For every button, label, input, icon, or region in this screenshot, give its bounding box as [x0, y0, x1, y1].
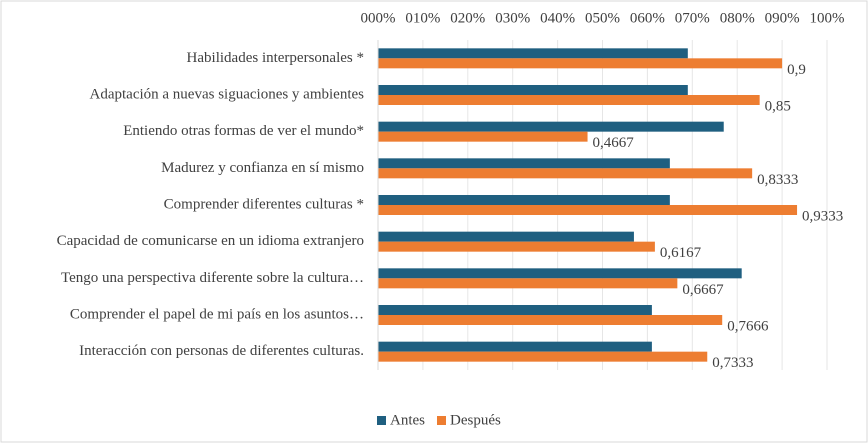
bar: [378, 351, 708, 362]
bar: [378, 131, 588, 142]
bar: [378, 278, 678, 289]
x-tick-label: 050%: [585, 10, 620, 26]
bar: [378, 48, 688, 59]
data-label: 0,4667: [593, 135, 635, 151]
x-tick-label: 030%: [495, 10, 530, 26]
bar: [378, 268, 742, 279]
y-tick-label: Interacción con personas de diferentes c…: [79, 343, 364, 359]
x-tick-label: 020%: [450, 10, 485, 26]
data-label: 0,85: [765, 98, 791, 114]
y-tick-label: Habilidades interpersonales *: [187, 50, 364, 66]
x-tick-label: 040%: [540, 10, 575, 26]
data-label: 0,6167: [660, 245, 702, 261]
bar: [378, 205, 798, 215]
y-tick-label: Comprender el papel de mi país en los as…: [70, 306, 364, 322]
bar: [378, 305, 652, 315]
bar: [378, 195, 670, 205]
y-tick-label: Adaptación a nuevas siguaciones y ambien…: [90, 86, 365, 102]
y-tick-label: Capacidad de comunicarse en un idioma ex…: [57, 233, 364, 249]
bar: [378, 95, 760, 105]
bar: [378, 158, 670, 169]
data-label: 0,9: [787, 62, 806, 78]
data-label: 0,7666: [727, 318, 769, 334]
data-label: 0,7333: [712, 355, 753, 371]
bar: [378, 241, 655, 252]
data-label: 0,9333: [802, 208, 843, 224]
x-tick-label: 070%: [675, 10, 710, 26]
bar: [378, 341, 652, 352]
data-label: 0,6667: [682, 282, 724, 298]
y-tick-label: Madurez y confianza en sí mismo: [161, 160, 364, 176]
x-tick-label: 100%: [810, 10, 845, 26]
bar: [378, 121, 724, 132]
data-label: 0,8333: [757, 172, 798, 188]
bar: [378, 315, 723, 325]
x-tick-label: 010%: [405, 10, 440, 26]
x-tick-label: 000%: [361, 10, 396, 26]
legend-label: Antes: [390, 412, 425, 428]
bar: [378, 231, 634, 242]
y-tick-label: Entiendo otras formas de ver el mundo*: [123, 123, 364, 139]
legend-label: Después: [450, 412, 501, 428]
bar: [378, 168, 753, 179]
y-tick-label: Comprender diferentes culturas *: [164, 196, 364, 212]
x-tick-label: 080%: [720, 10, 755, 26]
bar: [378, 85, 688, 95]
bar: [378, 58, 783, 69]
legend-swatch: [377, 416, 386, 425]
x-tick-label: 090%: [765, 10, 800, 26]
x-tick-label: 060%: [630, 10, 665, 26]
y-tick-label: Tengo una perspectiva diferente sobre la…: [61, 270, 364, 286]
legend-swatch: [437, 416, 446, 425]
